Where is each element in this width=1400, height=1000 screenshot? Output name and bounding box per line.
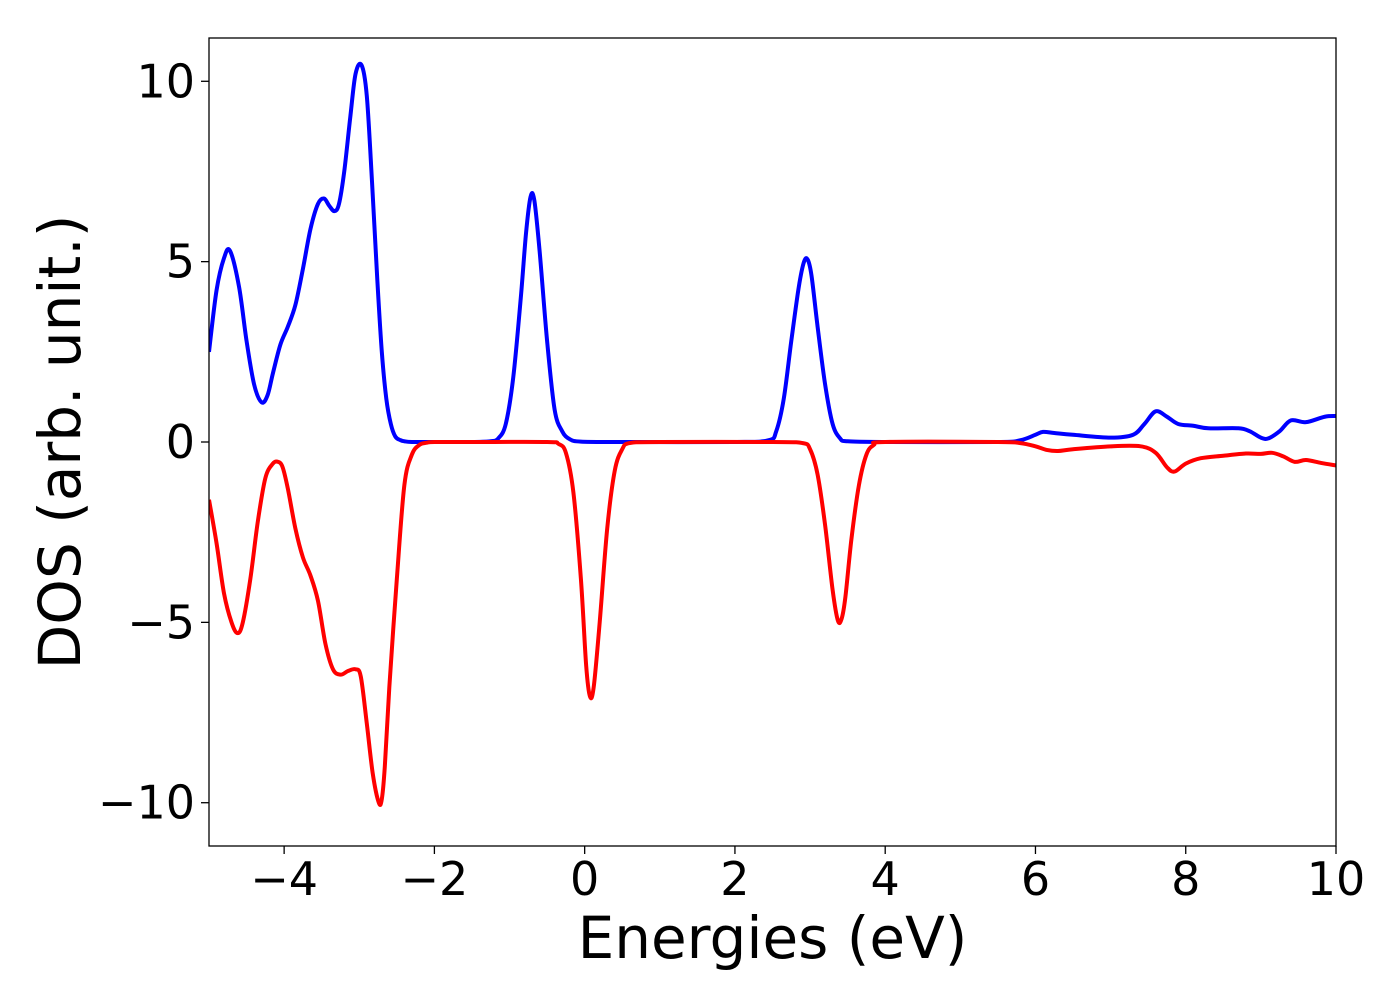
y-axis: −10 −5 0 5 10 bbox=[98, 54, 209, 830]
x-tick-label: −4 bbox=[250, 852, 318, 906]
y-tick-label: 0 bbox=[166, 415, 195, 469]
y-axis-title: DOS (arb. unit.) bbox=[26, 215, 94, 670]
y-tick-label: −10 bbox=[98, 776, 195, 830]
x-tick-label: −2 bbox=[400, 852, 468, 906]
x-tick-label: 4 bbox=[871, 852, 900, 906]
x-tick-label: 6 bbox=[1021, 852, 1050, 906]
x-tick-label: 8 bbox=[1171, 852, 1200, 906]
x-tick-label: 2 bbox=[720, 852, 749, 906]
series-line-1 bbox=[209, 61, 1336, 445]
x-tick-label: 0 bbox=[570, 852, 599, 906]
y-tick-label: −5 bbox=[127, 595, 195, 649]
y-tick-label: 5 bbox=[166, 235, 195, 289]
x-axis: −4 −2 0 2 4 6 8 10 bbox=[250, 846, 1365, 906]
x-tick-label: 10 bbox=[1307, 852, 1366, 906]
y-tick-label: 10 bbox=[136, 54, 195, 108]
plot-area bbox=[209, 61, 1336, 808]
x-axis-title: Energies (eV) bbox=[578, 904, 968, 972]
series-line-2 bbox=[209, 439, 1336, 808]
